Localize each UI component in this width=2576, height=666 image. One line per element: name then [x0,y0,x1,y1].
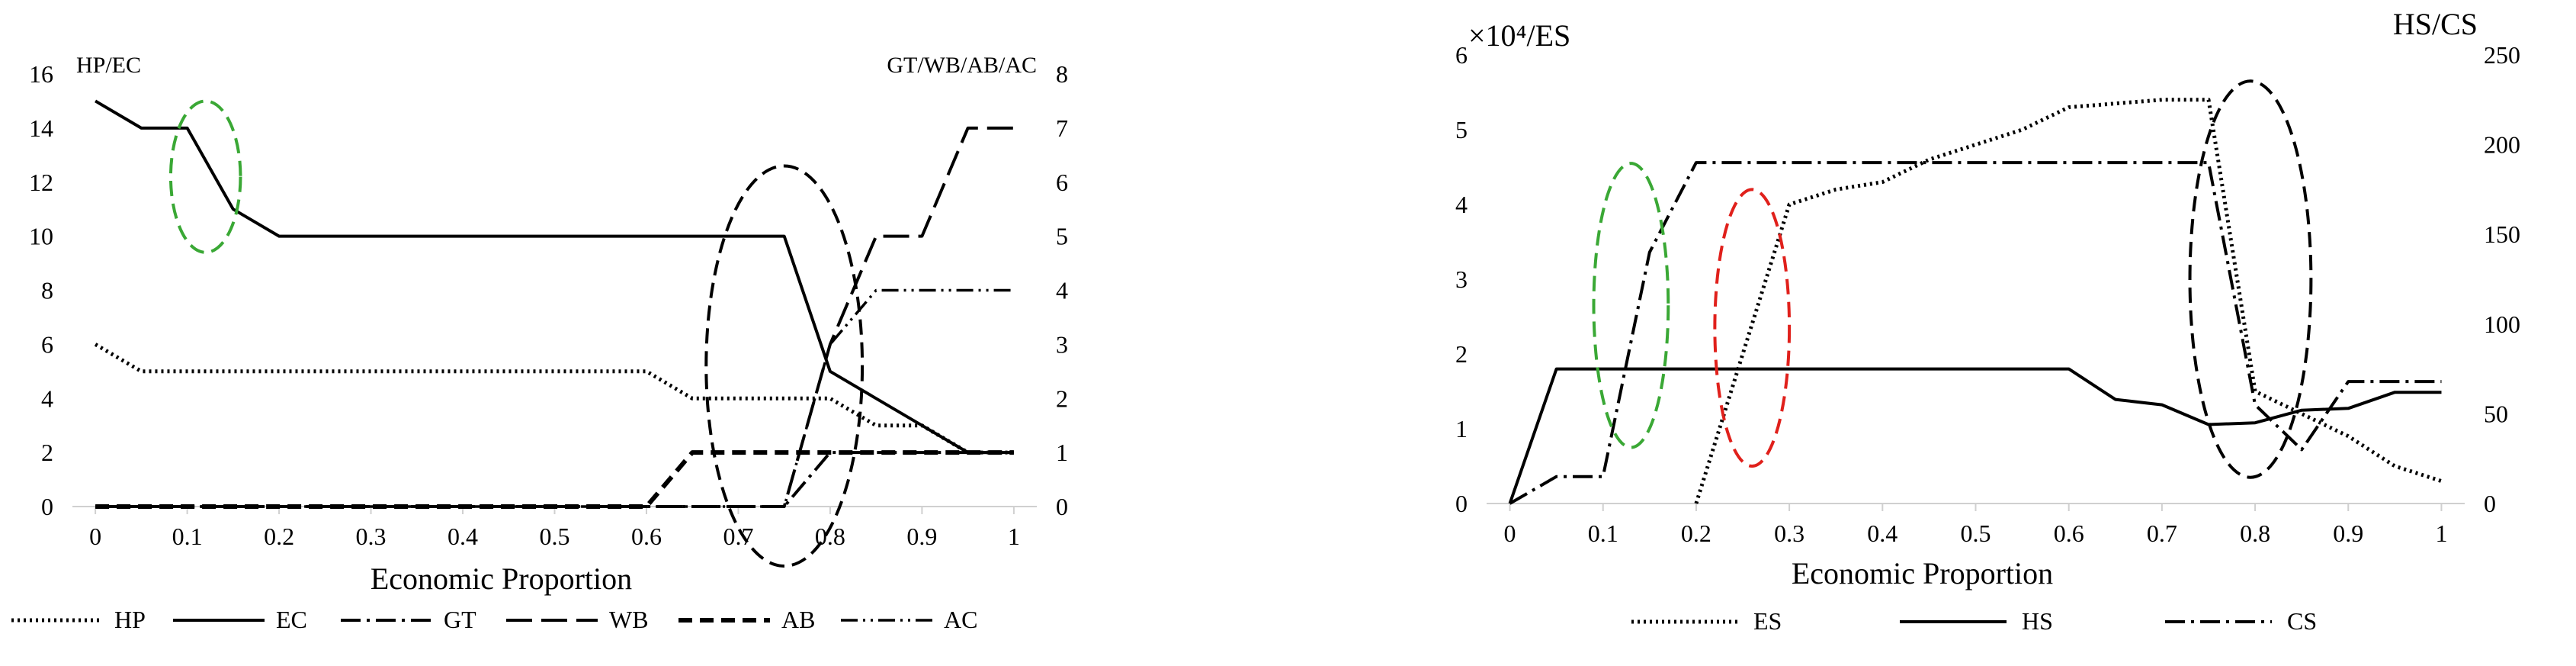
y-right-tick-label: 5 [1056,223,1068,250]
x-tick-label: 0.6 [631,523,662,550]
y-left-tick-label: 2 [41,439,53,466]
series-line-es [1694,98,2443,504]
x-tick-label: 0.7 [2147,520,2177,547]
x-tick-label: 0.6 [2054,520,2084,547]
x-tick-label: 0.3 [1774,520,1804,547]
highlight-ellipse [704,164,865,568]
x-tick-label: 0.3 [356,523,387,550]
x-tick-label: 0.5 [1961,520,1991,547]
x-tick-label: 0.4 [1867,520,1898,547]
y-left-tick-label: 4 [1455,191,1468,218]
y-left-tick-label: 12 [29,169,53,196]
x-tick-label: 0.8 [2240,520,2270,547]
legend-label-ac: AC [944,606,977,633]
y-left-tick-label: 2 [1455,340,1468,368]
y-left-axis-label: ×10⁴/ES [1468,18,1570,53]
highlight-ellipse [1713,188,1792,468]
y-left-tick-label: 0 [1455,490,1468,517]
y-left-tick-label: 0 [41,493,53,520]
y-right-tick-label: 8 [1056,60,1068,88]
y-left-tick-label: 14 [29,114,53,142]
x-tick-label: 0 [89,523,101,550]
x-tick-label: 0.5 [540,523,570,550]
y-left-tick-label: 16 [29,60,53,88]
legend-label-gt: GT [444,606,476,633]
chart-right: 0 0.1 0.2 0.3 0.4 0.5 0.6 0.7 0.8 0.9 1 0 1 2 3 4 5 6 0 50 1… [1455,7,2520,635]
series-line-gt [95,451,1014,508]
legend-label-cs: CS [2287,607,2317,635]
y-right-tick-label: 1 [1056,439,1068,466]
x-axis-label: Economic Proportion [1792,556,2053,590]
y-right-tick-label: 7 [1056,114,1068,142]
highlight-ellipse [1592,162,1670,449]
y-left-tick-label: 6 [41,330,53,358]
series-line-hp [94,343,1014,455]
y-right-tick-label: 250 [2484,41,2520,69]
y-right-tick-label: 3 [1056,330,1068,358]
x-tick-label: 0.9 [906,523,937,550]
x-tick-label: 0.2 [1681,520,1711,547]
y-left-axis-label: HP/EC [76,53,141,78]
y-left-tick-label: 4 [41,384,53,412]
y-left-tick-label: 8 [41,277,53,304]
x-tick-label: 1 [1008,523,1020,550]
series-line-ec [95,99,1014,455]
legend-label-wb: WB [609,606,649,633]
chart-left: 0 0.1 0.2 0.3 0.4 0.5 0.6 0.7 0.8 0.9 102468101214… [11,53,1068,633]
series-line-cs [1509,161,2442,505]
x-tick-label: 0.1 [1588,520,1618,547]
y-right-tick-label: 4 [1056,277,1068,304]
legend-label-es: ES [1753,607,1782,635]
x-tick-label: 0.1 [172,523,203,550]
x-tick-label: 0.7 [723,523,753,550]
legend-label-hp: HP [114,606,146,633]
x-tick-label: 0.4 [448,523,478,550]
y-right-axis-label: GT/WB/AB/AC [887,53,1037,78]
y-left-tick-label: 10 [29,223,53,250]
series-line-wb [95,126,1014,508]
series-line-hs [1508,367,2442,504]
legend-label-ab: AB [781,606,815,633]
series-line-ab [95,450,1014,509]
legend-label-ec: EC [276,606,307,633]
legend-label-hs: HS [2022,607,2053,635]
y-right-tick-label: 2 [1056,384,1068,412]
y-right-tick-label: 0 [1056,493,1068,520]
y-right-axis-label: HS/CS [2393,7,2478,41]
y-right-tick-label: 6 [1056,169,1068,196]
y-right-tick-label: 150 [2484,220,2520,248]
y-right-tick-label: 50 [2484,400,2508,427]
y-right-tick-label: 100 [2484,310,2520,338]
y-right-tick-label: 0 [2484,490,2496,517]
y-left-tick-label: 3 [1455,265,1468,293]
highlight-ellipse [2188,79,2313,479]
y-left-tick-label: 1 [1455,415,1468,442]
y-left-tick-label: 6 [1455,41,1468,69]
highlight-ellipse [168,99,242,254]
y-left-tick-label: 5 [1455,116,1468,143]
x-tick-label: 0 [1504,520,1516,547]
x-axis-label: Economic Proportion [371,561,632,596]
x-tick-label: 0.9 [2333,520,2363,547]
x-tick-label: 1 [2435,520,2447,547]
series-line-ac [95,288,1014,508]
x-tick-label: 0.2 [264,523,294,550]
y-right-tick-label: 200 [2484,131,2520,159]
